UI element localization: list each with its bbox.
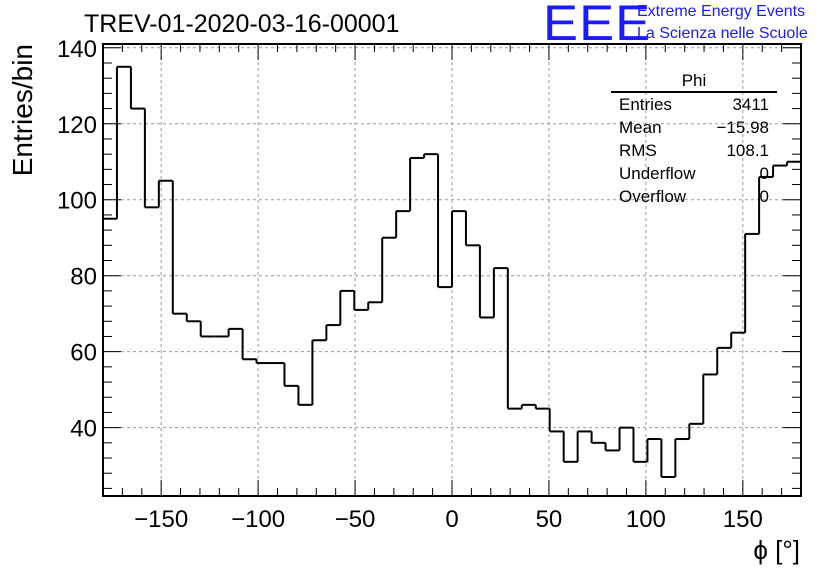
stats-row-rms: RMS 108.1 — [611, 139, 777, 162]
stats-row-entries: Entries 3411 — [611, 93, 777, 116]
eee-logo: EEE — [543, 0, 652, 51]
x-tick-label: 150 — [723, 506, 763, 533]
y-tick-label: 60 — [70, 340, 97, 367]
stats-value: 0 — [759, 164, 769, 183]
stats-value: 0 — [759, 187, 769, 206]
stats-title: Phi — [611, 70, 777, 93]
stats-label: Mean — [619, 118, 662, 137]
stats-row-overflow: Overflow 0 — [611, 185, 777, 208]
x-tick-label: −100 — [231, 506, 285, 533]
chart-title: TREV-01-2020-03-16-00001 — [84, 10, 400, 38]
stats-box: Phi Entries 3411 Mean −15.98 RMS 108.1 U… — [611, 70, 777, 208]
x-tick-label: 100 — [626, 506, 666, 533]
x-axis-label: ϕ [°] — [753, 535, 800, 565]
y-tick-label: 100 — [57, 188, 97, 215]
x-tick-label: −150 — [134, 506, 188, 533]
y-tick-label: 80 — [70, 264, 97, 291]
stats-row-underflow: Underflow 0 — [611, 162, 777, 185]
x-tick-label: −50 — [335, 506, 376, 533]
stats-row-mean: Mean −15.98 — [611, 116, 777, 139]
stats-label: Entries — [619, 95, 672, 114]
stats-label: RMS — [619, 141, 657, 160]
x-tick-label: 0 — [445, 506, 458, 533]
y-tick-label: 140 — [57, 36, 97, 63]
x-tick-label: 50 — [536, 506, 563, 533]
stats-label: Overflow — [619, 187, 687, 206]
y-tick-label: 120 — [57, 112, 97, 139]
y-tick-label: 40 — [70, 416, 97, 443]
logo-line-1: Extreme Energy Events — [637, 3, 806, 20]
stats-value: 3411 — [732, 95, 769, 114]
logo-line-2: La Scienza nelle Scuole — [637, 25, 808, 42]
stats-label: Underflow — [619, 164, 696, 183]
stats-value: 108.1 — [726, 141, 769, 160]
stats-value: −15.98 — [716, 118, 769, 137]
y-axis-label: Entries/bin — [7, 44, 38, 176]
